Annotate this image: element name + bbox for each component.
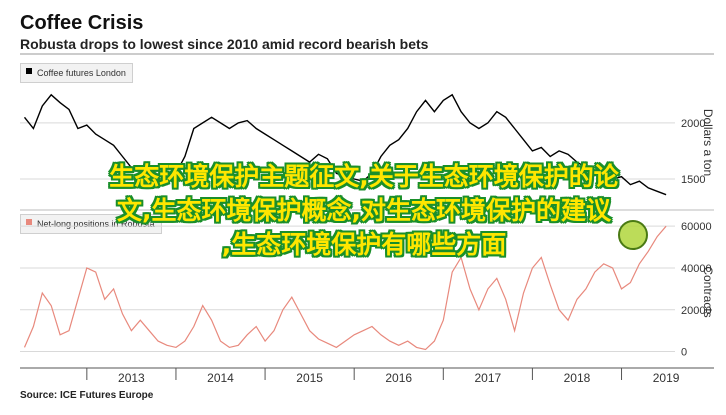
overlay-line-2: 文,生态环境保护概念,对生态环境保护的建议	[117, 196, 611, 225]
chart-source: Source: ICE Futures Europe	[20, 390, 154, 401]
positions-ytick-label: 0	[681, 347, 687, 359]
overlay-line-3: ,生态环境保护有哪些方面	[221, 230, 507, 259]
highlight-marker	[618, 220, 648, 250]
positions-ytick-label: 20000	[681, 305, 712, 317]
price-series-line	[23, 93, 667, 196]
positions-series-line	[23, 225, 667, 351]
watermark-overlay: 生态环境保护主题征文,关于生态环境保护的论 文,生态环境保护概念,对生态环境保护…	[14, 160, 714, 262]
x-tick-label: 2019	[653, 371, 680, 385]
legend-positions-swatch	[26, 219, 32, 225]
positions-axis-title: Contracts	[701, 266, 714, 317]
legend-price-swatch	[26, 68, 32, 74]
positions-ytick-label: 60000	[681, 221, 712, 233]
x-tick-label: 2018	[564, 371, 591, 385]
price-ytick-label: 2000	[681, 118, 705, 130]
price-axis-title: Dollars a ton	[701, 109, 714, 176]
legend-positions: Net-long positions in Robusta	[20, 214, 162, 234]
x-tick-label: 2015	[296, 371, 323, 385]
x-tick-label: 2017	[475, 371, 502, 385]
x-tick-label: 2016	[385, 371, 412, 385]
legend-positions-label: Net-long positions in Robusta	[37, 219, 155, 229]
legend-price-label: Coffee futures London	[37, 68, 126, 78]
x-tick-label: 2013	[118, 371, 145, 385]
overlay-line-1: 生态环境保护主题征文,关于生态环境保护的论	[109, 162, 619, 191]
chart-subtitle: Robusta drops to lowest since 2010 amid …	[20, 36, 429, 52]
positions-ytick-label: 40000	[681, 263, 712, 275]
chart-title: Coffee Crisis	[20, 12, 144, 34]
price-ytick-label: 1500	[681, 174, 705, 186]
legend-price: Coffee futures London	[20, 63, 133, 83]
x-tick-label: 2014	[207, 371, 234, 385]
chart-frame: Coffee Crisis Robusta drops to lowest si…	[14, 10, 714, 406]
